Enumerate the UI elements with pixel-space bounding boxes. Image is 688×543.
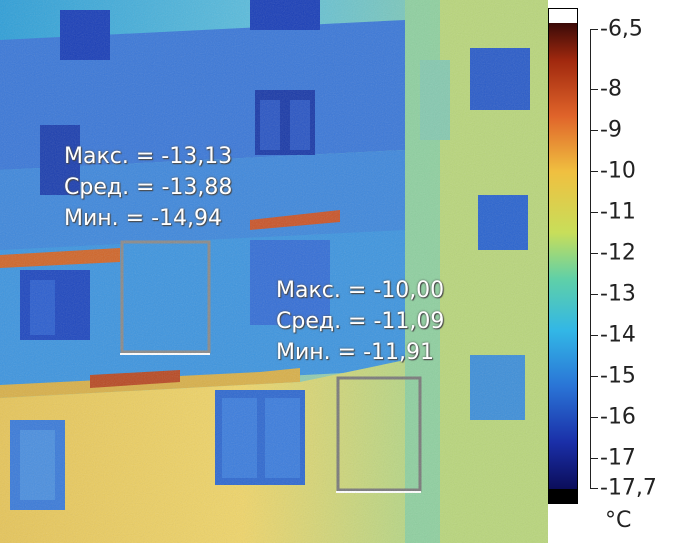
scale-tick xyxy=(590,89,598,90)
scale-label: -6,5 xyxy=(600,16,643,42)
scale-tick xyxy=(590,212,598,213)
thermal-scene xyxy=(0,0,548,543)
scale-tick xyxy=(590,294,598,295)
scale-label: -13 xyxy=(600,281,636,307)
unit-label: °C xyxy=(605,508,632,533)
scale-tick xyxy=(590,335,598,336)
scale-tick xyxy=(590,458,598,459)
readout-right-min: Мин. = -11,91 xyxy=(276,340,434,365)
thermal-image xyxy=(0,0,548,543)
scale-tick xyxy=(590,417,598,418)
scale-label: -15 xyxy=(600,363,636,389)
readout-left-max: Макс. = -13,13 xyxy=(64,144,233,169)
readout-left-avg: Сред. = -13,88 xyxy=(64,175,233,200)
readout-left: Макс. = -13,13 Сред. = -13,88 Мин. = -14… xyxy=(64,144,232,237)
scale-tick xyxy=(590,171,598,172)
scale-label: -10 xyxy=(600,158,636,184)
scale-label: -14 xyxy=(600,322,636,348)
scale-tick xyxy=(590,130,598,131)
scale-label: -12 xyxy=(600,240,636,266)
scale-label: -17,7 xyxy=(600,475,657,501)
scale-label: -11 xyxy=(600,199,636,225)
scale-tick xyxy=(590,376,598,377)
scale-axis-line xyxy=(590,29,591,488)
color-scale-bar xyxy=(548,8,578,504)
scale-label: -16 xyxy=(600,404,636,430)
scale-label: -17 xyxy=(600,445,636,471)
scale-tick xyxy=(590,253,598,254)
readout-left-min: Мин. = -14,94 xyxy=(64,206,222,231)
readout-right-max: Макс. = -10,00 xyxy=(276,278,445,303)
readout-right: Макс. = -10,00 Сред. = -11,09 Мин. = -11… xyxy=(276,278,444,371)
scale-tick xyxy=(590,29,598,30)
scale-labels: -6,5 -8 -9 -10 -11 -12 -13 -14 -15 -16 -17 -17,7 xyxy=(590,0,688,543)
scale-label: -9 xyxy=(600,117,622,143)
scale-label: -8 xyxy=(600,76,622,102)
scale-tick xyxy=(590,488,598,489)
readout-right-avg: Сред. = -11,09 xyxy=(276,309,445,334)
